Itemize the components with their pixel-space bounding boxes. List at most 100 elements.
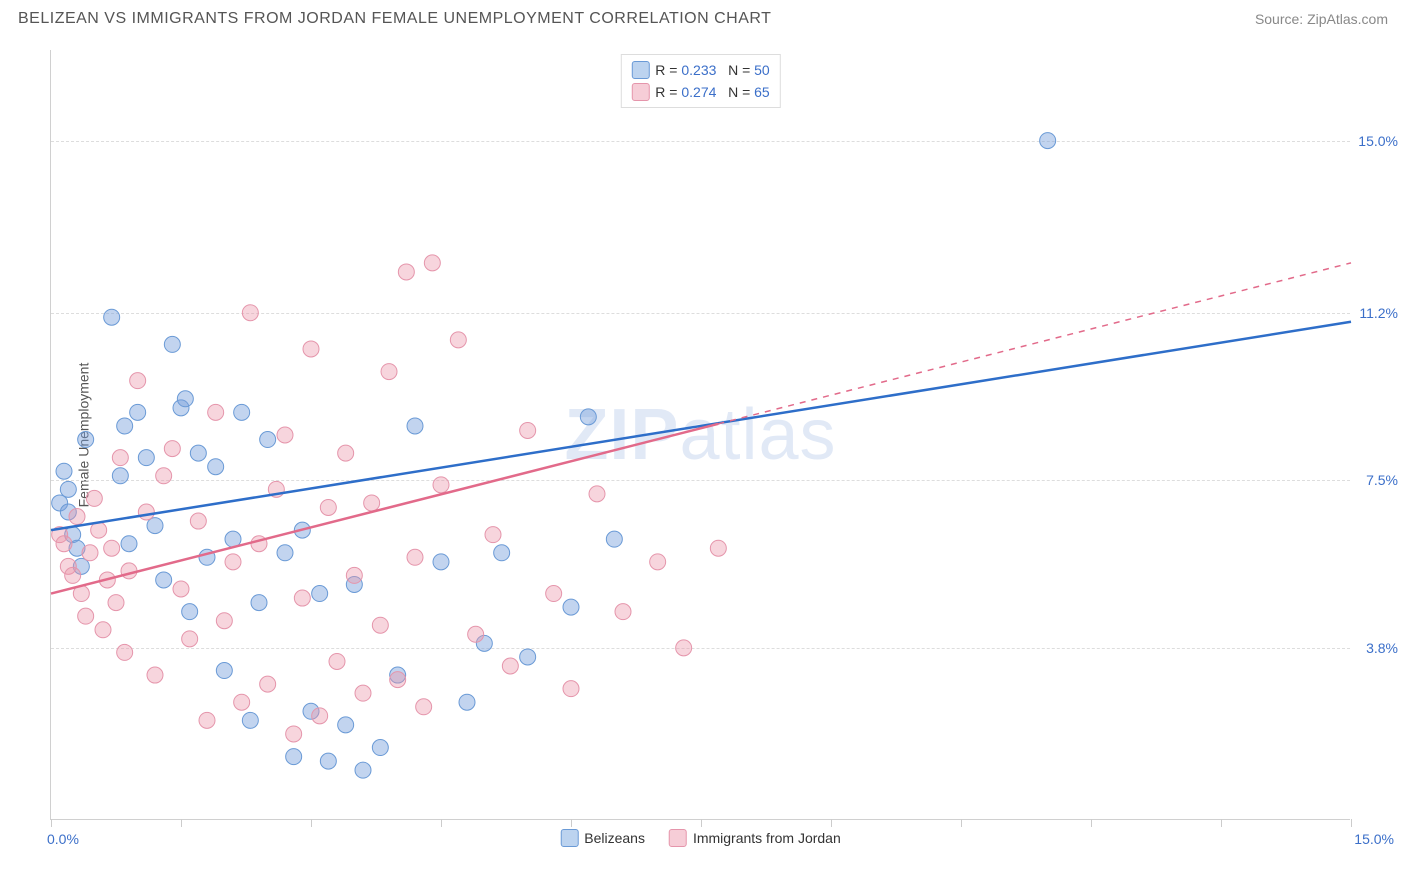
scatter-point [710, 540, 726, 556]
scatter-point [164, 441, 180, 457]
x-tick [1351, 819, 1352, 827]
x-tick [441, 819, 442, 827]
scatter-point [407, 418, 423, 434]
scatter-point [117, 644, 133, 660]
scatter-point [312, 708, 328, 724]
y-tick-label: 11.2% [1359, 305, 1398, 321]
legend-swatch-icon [669, 829, 687, 847]
scatter-point [372, 617, 388, 633]
scatter-point [372, 740, 388, 756]
scatter-point [433, 554, 449, 570]
x-tick [571, 819, 572, 827]
x-tick [181, 819, 182, 827]
scatter-point [260, 432, 276, 448]
scatter-point [78, 608, 94, 624]
x-tick [51, 819, 52, 827]
scatter-point [164, 336, 180, 352]
x-tick [1221, 819, 1222, 827]
scatter-point [346, 567, 362, 583]
series-legend-item: Belizeans [560, 829, 645, 847]
scatter-point [208, 459, 224, 475]
legend-swatch-icon [560, 829, 578, 847]
scatter-point [277, 545, 293, 561]
scatter-point [1040, 133, 1056, 149]
scatter-plot-svg [51, 50, 1351, 820]
x-axis-min-label: 0.0% [47, 831, 79, 847]
scatter-point [242, 305, 258, 321]
scatter-point [78, 432, 94, 448]
scatter-point [216, 613, 232, 629]
scatter-point [416, 699, 432, 715]
scatter-point [459, 694, 475, 710]
correlation-legend-row: R = 0.233 N = 50 [631, 59, 769, 81]
trend-line [51, 322, 1351, 530]
scatter-point [355, 762, 371, 778]
scatter-point [69, 509, 85, 525]
scatter-point [494, 545, 510, 561]
correlation-legend-text: R = 0.274 N = 65 [655, 84, 769, 100]
scatter-point [277, 427, 293, 443]
scatter-point [182, 604, 198, 620]
scatter-point [338, 445, 354, 461]
scatter-point [56, 536, 72, 552]
series-legend: Belizeans Immigrants from Jordan [560, 829, 841, 847]
legend-swatch-icon [631, 83, 649, 101]
scatter-point [65, 567, 81, 583]
scatter-point [338, 717, 354, 733]
scatter-point [190, 513, 206, 529]
scatter-point [355, 685, 371, 701]
scatter-point [138, 450, 154, 466]
x-tick [701, 819, 702, 827]
scatter-point [320, 499, 336, 515]
scatter-point [433, 477, 449, 493]
scatter-point [104, 309, 120, 325]
scatter-point [676, 640, 692, 656]
chart-title: BELIZEAN VS IMMIGRANTS FROM JORDAN FEMAL… [18, 10, 771, 28]
scatter-point [546, 586, 562, 602]
scatter-point [312, 586, 328, 602]
scatter-point [121, 563, 137, 579]
scatter-point [303, 341, 319, 357]
scatter-point [450, 332, 466, 348]
scatter-point [199, 712, 215, 728]
series-legend-label: Immigrants from Jordan [693, 830, 841, 846]
scatter-point [520, 422, 536, 438]
scatter-point [56, 463, 72, 479]
scatter-point [95, 622, 111, 638]
scatter-point [108, 595, 124, 611]
scatter-point [485, 527, 501, 543]
y-tick-label: 3.8% [1366, 640, 1398, 656]
scatter-point [234, 694, 250, 710]
scatter-point [424, 255, 440, 271]
y-tick-label: 15.0% [1358, 133, 1398, 149]
scatter-point [130, 404, 146, 420]
x-tick [311, 819, 312, 827]
scatter-point [147, 518, 163, 534]
scatter-point [82, 545, 98, 561]
scatter-point [329, 653, 345, 669]
scatter-point [60, 481, 76, 497]
scatter-point [398, 264, 414, 280]
x-tick [961, 819, 962, 827]
series-legend-label: Belizeans [584, 830, 645, 846]
scatter-point [182, 631, 198, 647]
plot-area: Female Unemployment 3.8%7.5%11.2%15.0% Z… [50, 50, 1350, 820]
x-axis-max-label: 15.0% [1354, 831, 1394, 847]
correlation-legend: R = 0.233 N = 50 R = 0.274 N = 65 [620, 54, 780, 108]
chart-header: BELIZEAN VS IMMIGRANTS FROM JORDAN FEMAL… [0, 0, 1406, 34]
scatter-point [104, 540, 120, 556]
scatter-point [138, 504, 154, 520]
scatter-point [606, 531, 622, 547]
scatter-point [225, 554, 241, 570]
scatter-point [242, 712, 258, 728]
scatter-point [208, 404, 224, 420]
scatter-point [86, 490, 102, 506]
scatter-point [260, 676, 276, 692]
scatter-point [190, 445, 206, 461]
scatter-point [173, 581, 189, 597]
scatter-point [234, 404, 250, 420]
scatter-point [286, 749, 302, 765]
scatter-point [563, 599, 579, 615]
x-tick [1091, 819, 1092, 827]
scatter-point [381, 364, 397, 380]
